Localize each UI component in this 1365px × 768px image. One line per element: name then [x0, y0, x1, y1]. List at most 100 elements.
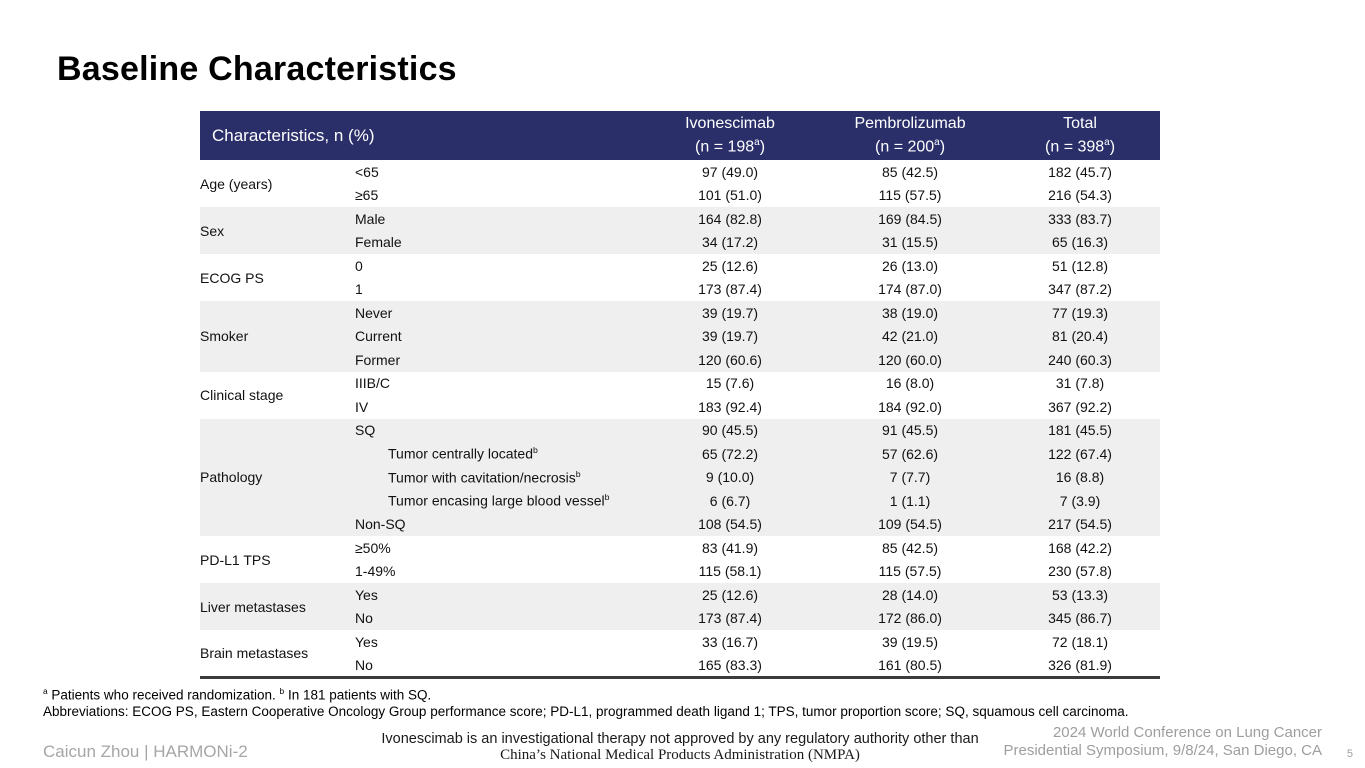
value-cell: 115 (57.5)	[878, 563, 942, 580]
characteristic-label: 1	[355, 281, 363, 298]
characteristic-label: Male	[355, 207, 641, 231]
characteristic-label: Tumor centrally locatedb	[355, 442, 641, 466]
group-label: Pathology	[200, 418, 355, 536]
footnote-marker: a	[43, 686, 48, 696]
table-row: Tumor with cavitation/necrosisb 9 (10.0) 7…	[200, 465, 1161, 489]
characteristic-label: ≥65	[355, 187, 379, 204]
value-cell: 26 (13.0)	[881, 257, 939, 274]
value-cell: 83 (41.9)	[701, 539, 759, 556]
value-cell: 122 (67.4)	[1000, 442, 1161, 466]
value-cell: 367 (92.2)	[1048, 398, 1112, 415]
conference-name: 2024 World Conference on Lung Cancer	[1052, 724, 1322, 741]
value-cell: 31 (7.8)	[1055, 375, 1105, 392]
characteristic-label: Former	[355, 348, 641, 372]
value-cell: 108 (54.5)	[640, 512, 821, 536]
characteristic-label: ≥50%	[355, 539, 391, 556]
value-cell: 109 (54.5)	[820, 512, 1001, 536]
value-cell: 115 (57.5)	[878, 187, 942, 204]
value-cell: 65 (16.3)	[1000, 230, 1161, 254]
data-table: Characteristics, n (%) Ivonescimab (n = 1…	[200, 111, 1161, 679]
value-cell: 173 (87.4)	[698, 281, 762, 298]
value-cell: 81 (20.4)	[1000, 324, 1161, 348]
value-cell: 39 (19.7)	[640, 324, 821, 348]
group-label: PD-L1 TPS	[200, 551, 271, 568]
footnote-marker: b	[604, 492, 610, 503]
value-cell: 184 (92.0)	[878, 398, 942, 415]
value-cell: 7 (3.9)	[1000, 489, 1161, 513]
value-cell: 42 (21.0)	[820, 324, 1001, 348]
group-label: Age (years)	[200, 175, 273, 192]
value-cell: 9 (10.0)	[640, 465, 821, 489]
value-cell: 164 (82.8)	[640, 207, 821, 231]
column-header-ivonescimab: Ivonescimab (n = 198a)	[640, 111, 821, 160]
characteristic-label: Yes	[355, 583, 641, 607]
disclaimer-line-1: Ivonescimab is an investigational therap…	[381, 731, 979, 747]
characteristic-label: 0	[355, 257, 363, 274]
value-cell: 53 (13.3)	[1000, 583, 1161, 607]
value-cell: 25 (12.6)	[701, 257, 759, 274]
value-cell: 1 (1.1)	[820, 489, 1001, 513]
table-row: Sex Male 164 (82.8) 169 (84.5) 333 (83.7)	[200, 207, 1161, 254]
table-row: Current 39 (19.7) 42 (21.0) 81 (20.4)	[200, 324, 1161, 348]
column-header-total: Total (n = 398a)	[1000, 111, 1161, 160]
footer-conference: 2024 World Conference on Lung Cancer Pre…	[1004, 724, 1323, 760]
characteristic-label: Yes	[355, 633, 378, 650]
characteristic-label: IV	[355, 398, 369, 415]
value-cell: 333 (83.7)	[1000, 207, 1161, 231]
footnote-marker: a	[754, 137, 760, 149]
footnote-marker: a	[1104, 137, 1110, 149]
table-row: Female 34 (17.2) 31 (15.5) 65 (16.3)	[200, 230, 1161, 254]
group-label: Clinical stage	[200, 387, 284, 403]
arm-n: (n = 398a)	[1045, 137, 1116, 156]
value-cell: 16 (8.0)	[885, 375, 935, 392]
column-header-characteristics: Characteristics, n (%)	[200, 111, 641, 160]
value-cell: 85 (42.5)	[881, 539, 939, 556]
value-cell: 217 (54.5)	[1000, 512, 1161, 536]
value-cell: 90 (45.5)	[640, 418, 821, 442]
characteristic-label: Never	[355, 301, 641, 325]
value-cell: 347 (87.2)	[1048, 281, 1112, 298]
value-cell: 6 (6.7)	[640, 489, 821, 513]
characteristic-label: No	[355, 606, 641, 630]
group-label: Sex	[200, 207, 355, 254]
characteristic-label: Female	[355, 230, 641, 254]
value-cell: 28 (14.0)	[820, 583, 1001, 607]
value-cell: 25 (12.6)	[640, 583, 821, 607]
column-header-pembrolizumab: Pembrolizumab (n = 200a)	[820, 111, 1001, 160]
value-cell: 168 (42.2)	[1048, 539, 1112, 556]
footer-disclaimer: Ivonescimab is an investigational therap…	[340, 731, 1020, 764]
value-cell: 216 (54.3)	[1048, 187, 1112, 204]
value-cell: 183 (92.4)	[698, 398, 762, 415]
footnote-marker: b	[575, 468, 581, 479]
group-label: Liver metastases	[200, 583, 355, 630]
value-cell: 33 (16.7)	[701, 633, 759, 650]
group-label: ECOG PS	[200, 269, 264, 286]
baseline-characteristics-table: Characteristics, n (%) Ivonescimab (n = 1…	[200, 111, 1161, 679]
value-cell: 115 (58.1)	[698, 563, 762, 580]
value-cell: 85 (42.5)	[881, 163, 939, 180]
value-cell: 16 (8.8)	[1000, 465, 1161, 489]
value-cell: 173 (87.4)	[640, 606, 821, 630]
value-cell: 181 (45.5)	[1000, 418, 1161, 442]
value-cell: 39 (19.5)	[881, 633, 939, 650]
table-row: Tumor encasing large blood vesselb 6 (6.7…	[200, 489, 1161, 513]
conference-session: Presidential Symposium, 9/8/24, San Dieg…	[1003, 742, 1323, 759]
value-cell: 91 (45.5)	[820, 418, 1001, 442]
value-cell: 65 (72.2)	[640, 442, 821, 466]
footnote-marker: b	[279, 686, 285, 696]
footnote-randomization: a Patients who received randomization. b…	[43, 686, 432, 703]
value-cell: 34 (17.2)	[640, 230, 821, 254]
value-cell: 72 (18.1)	[1051, 633, 1109, 650]
table-header: Characteristics, n (%) Ivonescimab (n = 1…	[200, 111, 1161, 160]
value-cell: 169 (84.5)	[820, 207, 1001, 231]
table-row: ≥65 101 (51.0) 115 (57.5) 216 (54.3)	[200, 184, 1160, 208]
arm-title: Pembrolizumab	[854, 115, 966, 133]
group-label: Brain metastases	[200, 644, 309, 661]
table-row: IV 183 (92.4) 184 (92.0) 367 (92.2)	[200, 395, 1160, 419]
value-cell: 97 (49.0)	[701, 163, 759, 180]
table-row: Brain metastases Yes 33 (16.7) 39 (19.5) 72 …	[200, 630, 1160, 661]
disclaimer-line-2: China’s National Medical Products Admini…	[500, 747, 860, 763]
table-row: Liver metastases Yes 25 (12.6) 28 (14.0) 53 …	[200, 583, 1161, 630]
group-label: Smoker	[200, 301, 355, 372]
